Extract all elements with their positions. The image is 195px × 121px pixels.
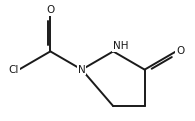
Text: O: O <box>46 5 54 15</box>
Text: Cl: Cl <box>9 65 19 75</box>
Text: NH: NH <box>113 41 129 51</box>
Text: O: O <box>176 46 184 56</box>
Text: N: N <box>78 65 86 75</box>
